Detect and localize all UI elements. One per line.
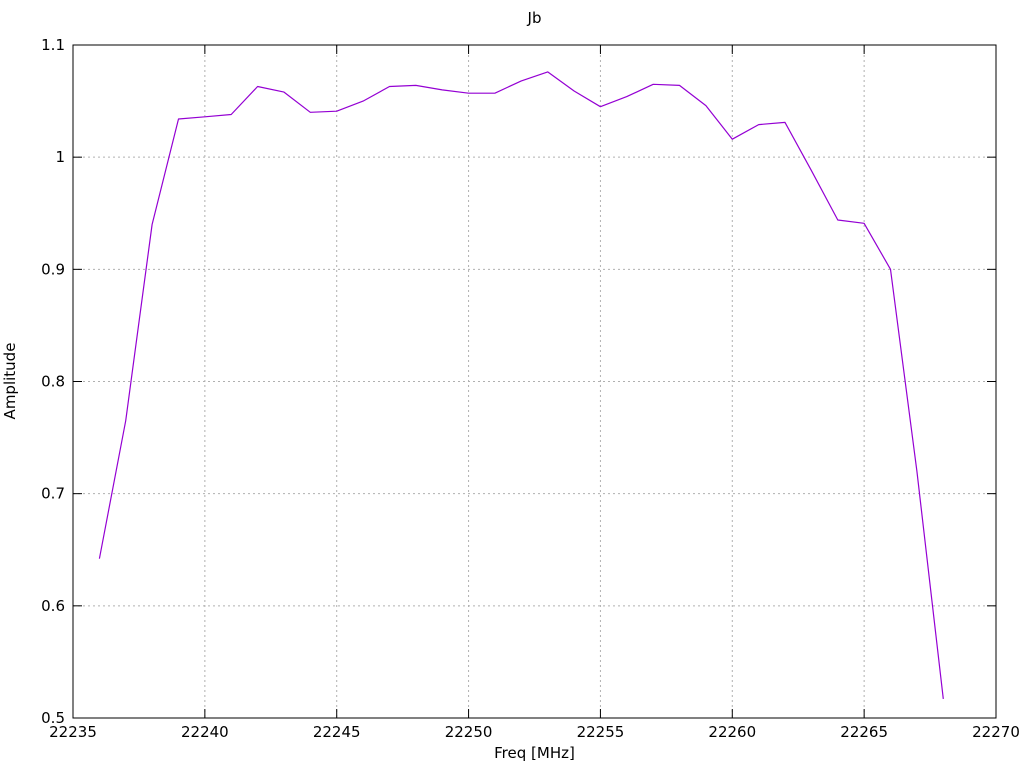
y-tick-label: 0.5 — [41, 709, 65, 727]
y-tick-label: 0.8 — [41, 373, 65, 391]
x-tick-label: 22240 — [181, 723, 229, 741]
y-tick-label: 1 — [55, 148, 65, 166]
y-tick-label: 0.9 — [41, 260, 65, 278]
x-tick-label: 22260 — [708, 723, 756, 741]
x-tick-label: 22245 — [313, 723, 361, 741]
x-tick-label: 22235 — [49, 723, 97, 741]
y-axis-label: Amplitude — [1, 342, 19, 420]
series-line-Jb — [98, 71, 944, 699]
x-tick-label: 22250 — [445, 723, 493, 741]
x-tick-label: 22270 — [972, 723, 1020, 741]
y-tick-label: 0.6 — [41, 597, 65, 615]
x-tick-label: 22265 — [840, 723, 888, 741]
x-tick-label: 22255 — [577, 723, 625, 741]
y-tick-label: 0.7 — [41, 485, 65, 503]
chart-title: Jb — [527, 9, 542, 27]
x-axis-label: Freq [MHz] — [494, 744, 575, 762]
y-tick-label: 1.1 — [41, 36, 65, 54]
